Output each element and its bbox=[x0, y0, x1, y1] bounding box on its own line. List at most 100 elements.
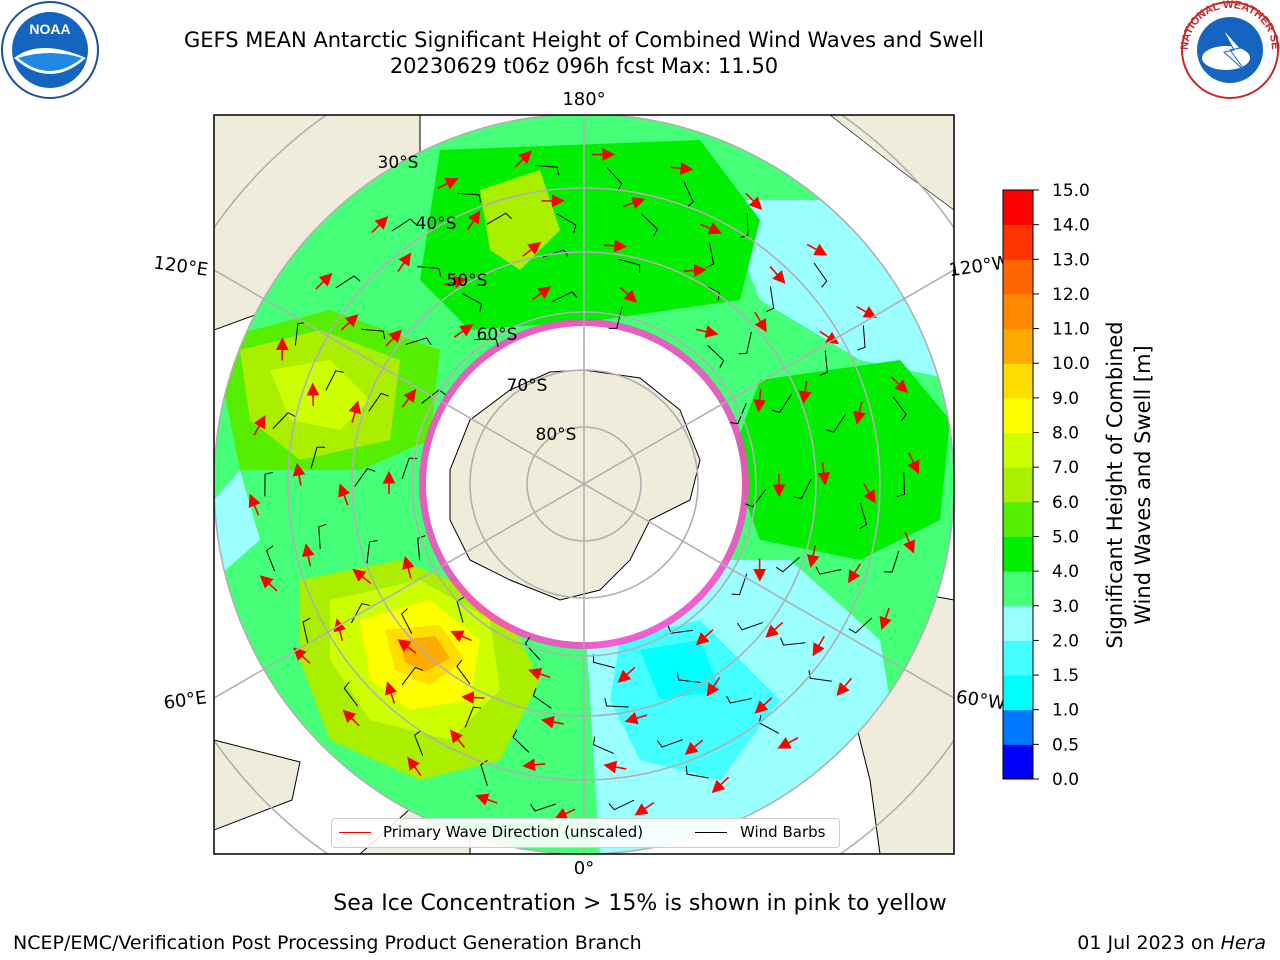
map-legend: Primary Wave Direction (unscaled) Wind B… bbox=[331, 818, 840, 848]
wave-direction-arrow bbox=[522, 758, 546, 772]
wind-barb bbox=[272, 412, 296, 430]
wind-barb bbox=[729, 402, 747, 425]
wind-barb bbox=[552, 291, 578, 303]
wave-direction-arrow bbox=[806, 544, 820, 568]
wind-barb bbox=[535, 165, 560, 176]
wind-barb bbox=[608, 306, 623, 329]
wave-direction-arrow bbox=[528, 667, 551, 681]
nws-logo: NATIONAL WEATHER SERVICE bbox=[0, 0, 1280, 99]
wind-barb bbox=[318, 523, 327, 549]
wind-barb bbox=[524, 636, 541, 661]
wave-direction-arrow bbox=[540, 715, 564, 729]
wind-barb bbox=[354, 467, 376, 487]
wave-direction-arrow bbox=[806, 243, 828, 256]
wind-barb bbox=[706, 242, 715, 268]
wind-barb bbox=[480, 759, 488, 786]
wave-direction-arrow bbox=[670, 162, 694, 175]
wind-barb bbox=[456, 192, 482, 203]
wave-direction-arrow bbox=[769, 266, 786, 284]
wave-direction-arrow bbox=[711, 776, 730, 794]
wind-barb bbox=[608, 799, 635, 811]
wind-barb bbox=[368, 392, 389, 412]
wind-barb bbox=[464, 706, 482, 728]
wave-direction-arrow bbox=[798, 380, 812, 405]
land-africa bbox=[214, 739, 301, 831]
wind-barb bbox=[461, 293, 483, 312]
colorbar-tick-label: 9.0 bbox=[1052, 389, 1079, 409]
wave-direction-arrow bbox=[397, 252, 412, 273]
wave-direction-legend-swatch bbox=[339, 832, 371, 833]
wind-barb bbox=[401, 666, 423, 686]
wind-barb bbox=[738, 331, 752, 355]
colorbar-bin bbox=[1003, 605, 1033, 641]
wind-barb bbox=[685, 766, 709, 779]
wind-barb bbox=[819, 350, 828, 376]
wind-barb bbox=[556, 213, 577, 233]
wave-direction-arrow bbox=[306, 382, 320, 406]
wind-barb bbox=[884, 550, 900, 573]
footer-date: 01 Jul 2023 on Hera bbox=[1077, 932, 1266, 954]
wave-direction-arrow bbox=[819, 330, 840, 345]
colorbar-label-line2: Wind Waves and Swell [m] bbox=[1131, 345, 1155, 625]
lat-label-40s: 40°S bbox=[416, 214, 457, 234]
colorbar-tick-label: 0.0 bbox=[1052, 770, 1079, 790]
wind-barb bbox=[405, 337, 432, 345]
colorbar-frame bbox=[1002, 189, 1034, 780]
wind-barb bbox=[417, 535, 426, 561]
wave-direction-arrow bbox=[348, 400, 362, 423]
lon-label-0: 0° bbox=[574, 858, 594, 879]
wave-arrows bbox=[248, 148, 920, 820]
wind-barb bbox=[667, 625, 694, 634]
wave-direction-arrow bbox=[684, 739, 704, 755]
wind-barb bbox=[676, 671, 701, 683]
lat-label-70s: 70°S bbox=[507, 376, 548, 396]
wind-barb bbox=[737, 622, 763, 631]
chart-title: GEFS MEAN Antarctic Significant Height o… bbox=[183, 28, 985, 52]
wind-barb bbox=[361, 328, 386, 340]
wave-direction-arrow bbox=[407, 756, 422, 777]
colorbar-bin bbox=[1003, 293, 1033, 330]
wind-barb bbox=[532, 688, 552, 709]
wave-direction-arrow bbox=[397, 639, 417, 654]
land-top-right bbox=[829, 115, 954, 211]
wave-direction-arrow bbox=[745, 192, 763, 210]
wave-direction-arrow bbox=[603, 760, 627, 774]
wave-direction-arrow bbox=[401, 388, 417, 408]
colorbar-tick-label: 5.0 bbox=[1052, 527, 1079, 547]
wave-direction-arrow bbox=[444, 276, 467, 289]
graticule bbox=[214, 115, 954, 854]
wave-direction-arrow bbox=[853, 401, 866, 425]
wind-barb bbox=[606, 167, 623, 191]
noaa-logo-text: NOAA bbox=[29, 21, 70, 37]
colorbar-bin bbox=[1003, 744, 1033, 780]
wave-direction-arrow bbox=[475, 793, 498, 806]
wave-direction-arrow bbox=[890, 376, 908, 393]
colorbar-tick-label: 6.0 bbox=[1052, 493, 1079, 513]
wave-direction-arrow bbox=[461, 691, 485, 704]
wind-barb bbox=[391, 218, 417, 232]
wave-direction-arrow bbox=[450, 630, 472, 643]
wave-direction-arrow bbox=[315, 272, 333, 290]
wave-direction-arrow bbox=[604, 239, 628, 253]
wind-barb bbox=[618, 258, 641, 273]
wind-barb bbox=[264, 471, 273, 497]
wind-barb bbox=[793, 478, 812, 500]
wave-direction-arrow bbox=[301, 543, 315, 567]
map-area bbox=[214, 115, 954, 854]
wave-direction-legend-label: Primary Wave Direction (unscaled) bbox=[383, 823, 644, 841]
wind-barb bbox=[726, 695, 752, 704]
wave-direction-arrow bbox=[907, 452, 920, 474]
wind-barb bbox=[414, 730, 424, 756]
colorbar-bin bbox=[1003, 536, 1033, 572]
noaa-logo: NOAA bbox=[1, 1, 99, 99]
wave-direction-arrow bbox=[753, 389, 767, 413]
wind-barb bbox=[310, 446, 325, 469]
wave-direction-arrow bbox=[695, 629, 714, 646]
wind-barb bbox=[604, 698, 629, 708]
wave-direction-arrow bbox=[259, 575, 278, 592]
lon-label-120e: 120°E bbox=[152, 252, 209, 280]
wave-direction-arrow bbox=[371, 216, 389, 234]
wind-barb bbox=[859, 503, 868, 530]
wave-direction-arrow bbox=[754, 311, 767, 333]
